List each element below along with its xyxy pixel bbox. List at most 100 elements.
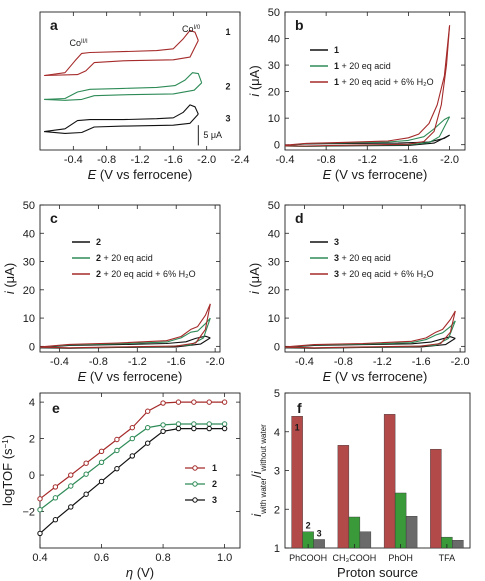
y-tick-label: 10 <box>268 113 280 125</box>
series-3-forward-scan <box>284 310 456 348</box>
series-2-point <box>160 422 166 428</box>
bar-number-label: 1 <box>295 422 300 432</box>
series-2-point <box>129 435 136 442</box>
series-label-2: 2 <box>225 81 230 91</box>
series-3-point <box>206 425 212 432</box>
y-tick-label: 0 <box>274 341 280 353</box>
panel-e-legend-label: 2 <box>212 479 217 489</box>
y-tick-label: 50 <box>23 200 35 212</box>
series-2-point <box>68 483 74 489</box>
redox-annotation: CoI/0 <box>182 24 201 34</box>
y-tick-label: 0 <box>29 470 35 482</box>
panel-label: d <box>295 210 304 226</box>
panel-label: e <box>52 400 60 416</box>
series-3-point <box>129 453 136 459</box>
bar-1-0 <box>291 416 303 549</box>
y-tick-label: 50 <box>268 200 280 212</box>
series-1-point <box>83 460 89 466</box>
series-1-forward-scan <box>44 29 199 77</box>
panel-e-legend-marker <box>192 497 198 503</box>
x-tick-label: 0.8 <box>155 552 170 564</box>
y-tick-label: 40 <box>268 34 280 46</box>
series-3-reverse-scan <box>284 310 456 349</box>
bar-1-1 <box>337 445 350 549</box>
x-tick-label: -0.4 <box>276 154 295 166</box>
series-3-point <box>221 425 228 432</box>
panel-d-legend-label: 3 <box>334 237 339 247</box>
series-2-forward-scan <box>39 317 211 348</box>
y-tick-label: 1 <box>274 543 280 555</box>
series-1-point <box>144 408 151 414</box>
x-tick-label: -2.0 <box>206 356 225 368</box>
series-2-point <box>221 421 228 427</box>
panel-e-legend-marker <box>192 481 198 487</box>
series-2-point <box>52 495 59 501</box>
y-tick-label: 5 <box>274 388 280 400</box>
y-axis-label: i (μA) <box>247 263 262 294</box>
panel-label: a <box>50 17 58 33</box>
series-2-point <box>206 421 212 427</box>
y-axis-label: i (μA) <box>2 263 17 294</box>
series-3-line <box>39 428 225 534</box>
panel-e-legend-label: 1 <box>212 463 217 473</box>
series-2-forward-scan <box>44 72 203 100</box>
bar-3-2 <box>405 516 418 549</box>
bar-2-1 <box>348 516 361 549</box>
y-tick-label: 0 <box>29 341 35 353</box>
series-3-reverse-scan <box>39 303 211 349</box>
y-tick-label: 4 <box>29 397 35 409</box>
category-label: PhCOOH <box>289 553 327 563</box>
y-tick-label: 20 <box>23 285 35 297</box>
series-1-point <box>52 484 59 490</box>
series-2-point <box>114 447 120 454</box>
panel-c-legend-label: 2 + 20 eq acid <box>96 253 153 263</box>
series-3-reverse-scan <box>44 113 199 134</box>
series-2-point <box>175 421 182 427</box>
bar-3-3 <box>452 540 464 549</box>
panel-e-legend-label: 3 <box>212 495 217 505</box>
y-tick-label: 2 <box>274 504 280 516</box>
y-tick-label: 20 <box>268 87 280 99</box>
x-tick-label: -0.8 <box>334 356 353 368</box>
category-label: CH₃COOH <box>333 553 377 563</box>
bar-1-3 <box>430 448 442 549</box>
x-tick-label: -2.0 <box>440 154 459 166</box>
series-3-forward-scan <box>39 303 211 348</box>
x-tick-label: -0.4 <box>64 154 83 166</box>
category-label: PhOH <box>388 553 413 563</box>
y-tick-label: 2 <box>29 434 35 446</box>
series-1-point <box>221 399 228 405</box>
bar-1-2 <box>383 414 396 549</box>
x-tick-label: -0.8 <box>89 356 108 368</box>
y-tick-label: 4 <box>274 427 280 439</box>
series-1-point <box>98 448 105 455</box>
x-tick-label: -1.2 <box>373 356 392 368</box>
series-3-point <box>114 465 120 472</box>
series-1-point <box>175 399 182 405</box>
series-3-point <box>98 478 105 485</box>
series-2-point <box>83 471 89 477</box>
x-tick-label: -1.6 <box>167 356 186 368</box>
series-3-point <box>52 517 59 523</box>
series-1-point <box>206 399 212 405</box>
x-tick-label: -1.6 <box>399 154 418 166</box>
y-tick-label: −2 <box>22 507 35 519</box>
x-tick-label: -2.0 <box>451 356 470 368</box>
y-tick-label: 3 <box>274 466 280 478</box>
x-tick-label: -0.8 <box>317 154 336 166</box>
y-axis-label: i (μA) <box>247 65 262 96</box>
series-1-point <box>37 496 43 502</box>
series-2-point <box>144 424 151 431</box>
bar-number-label: 2 <box>306 521 311 531</box>
panel-f-frame <box>284 392 471 549</box>
bar-3-1 <box>359 531 372 549</box>
series-label-3: 3 <box>225 113 230 123</box>
series-1-point <box>129 424 136 431</box>
series-3-point <box>68 504 74 510</box>
x-axis-label: E (V vs ferrocene) <box>323 369 428 384</box>
x-axis-label: E (V vs ferrocene) <box>323 167 428 182</box>
x-tick-label: 0.4 <box>32 552 47 564</box>
x-tick-label: -0.4 <box>50 356 69 368</box>
series-1-point <box>114 436 120 443</box>
